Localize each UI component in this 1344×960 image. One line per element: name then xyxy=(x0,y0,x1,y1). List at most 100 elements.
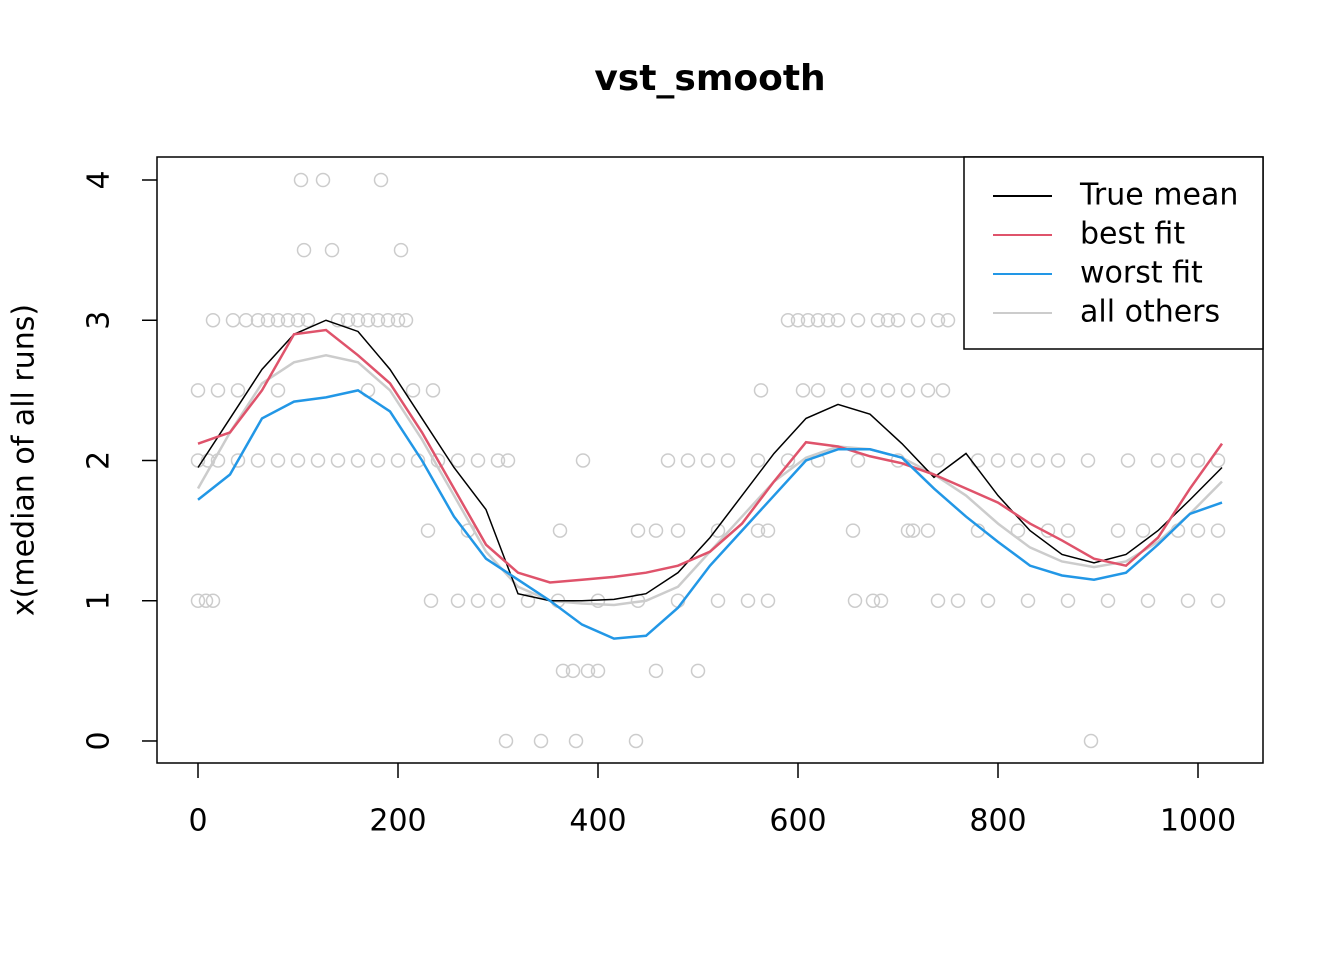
data-point xyxy=(900,523,916,538)
data-point xyxy=(360,312,376,328)
data-point xyxy=(470,453,486,468)
data-point xyxy=(370,453,386,468)
data-point xyxy=(760,593,776,608)
data-point xyxy=(648,523,664,538)
y-tick-label: 1 xyxy=(82,591,117,610)
data-point xyxy=(810,383,826,398)
data-point xyxy=(260,312,276,328)
data-point xyxy=(190,383,206,398)
data-point xyxy=(520,593,536,608)
data-point xyxy=(270,453,286,468)
legend-label: all others xyxy=(1080,295,1220,330)
data-point xyxy=(330,453,346,468)
legend-label: worst fit xyxy=(1080,256,1203,291)
data-point xyxy=(1170,453,1186,468)
data-point xyxy=(1210,523,1226,538)
data-point xyxy=(575,453,591,468)
data-point xyxy=(850,453,866,468)
data-point xyxy=(390,312,406,328)
data-point xyxy=(830,312,846,328)
series-line xyxy=(197,389,1223,640)
data-point xyxy=(930,312,946,328)
data-point xyxy=(425,383,441,398)
x-tick-label: 800 xyxy=(969,804,1026,839)
data-point xyxy=(230,453,246,468)
data-point xyxy=(490,453,506,468)
data-point xyxy=(373,172,389,188)
data-point xyxy=(370,312,386,328)
x-tick-label: 1000 xyxy=(1160,804,1236,839)
chart-title: vst_smooth xyxy=(594,58,825,99)
data-point xyxy=(350,453,366,468)
data-point xyxy=(568,733,584,749)
data-point xyxy=(450,593,466,608)
y-tick-label: 4 xyxy=(82,170,117,189)
x-tick-label: 200 xyxy=(369,804,426,839)
series-line xyxy=(197,319,1223,602)
y-axis-label: x(median of all runs) xyxy=(7,304,42,616)
data-point xyxy=(552,523,568,538)
data-point xyxy=(500,453,516,468)
data-point xyxy=(1100,593,1116,608)
data-point xyxy=(720,453,736,468)
data-point xyxy=(310,453,326,468)
data-point xyxy=(565,663,581,679)
data-point xyxy=(350,312,366,328)
data-point xyxy=(820,312,836,328)
data-point xyxy=(660,453,676,468)
legend-box xyxy=(963,156,1264,350)
data-point xyxy=(1050,453,1066,468)
x-tick-label: 0 xyxy=(188,804,207,839)
data-point xyxy=(860,383,876,398)
data-point xyxy=(780,453,796,468)
data-point xyxy=(1120,453,1136,468)
legend-label: True mean xyxy=(1079,178,1238,213)
data-point xyxy=(423,593,439,608)
data-point xyxy=(700,453,716,468)
data-point xyxy=(330,312,346,328)
data-point xyxy=(990,453,1006,468)
data-point xyxy=(1080,453,1096,468)
data-point xyxy=(340,312,356,328)
data-point xyxy=(380,312,396,328)
data-point xyxy=(296,242,312,258)
data-point xyxy=(930,593,946,608)
data-point xyxy=(1190,453,1206,468)
data-point xyxy=(293,172,309,188)
data-point xyxy=(870,312,886,328)
data-point xyxy=(865,593,881,608)
data-point xyxy=(970,453,986,468)
data-point xyxy=(890,312,906,328)
data-point xyxy=(270,312,286,328)
data-point xyxy=(533,733,549,749)
data-point xyxy=(905,523,921,538)
data-point xyxy=(900,383,916,398)
data-point xyxy=(690,663,706,679)
data-point xyxy=(300,312,316,328)
data-point xyxy=(753,383,769,398)
data-point xyxy=(450,453,466,468)
data-point xyxy=(390,453,406,468)
data-point xyxy=(270,383,286,398)
data-point xyxy=(315,172,331,188)
data-point xyxy=(1190,523,1206,538)
data-point xyxy=(795,383,811,398)
data-point xyxy=(590,663,606,679)
data-point xyxy=(555,663,571,679)
data-point xyxy=(648,663,664,679)
data-point xyxy=(950,593,966,608)
data-point xyxy=(935,383,951,398)
x-tick-label: 400 xyxy=(569,804,626,839)
data-point xyxy=(1110,523,1126,538)
data-point xyxy=(1083,733,1099,749)
data-point xyxy=(790,312,806,328)
data-point xyxy=(1060,593,1076,608)
data-point xyxy=(880,383,896,398)
data-point xyxy=(1060,523,1076,538)
data-point xyxy=(405,383,421,398)
data-point xyxy=(880,312,896,328)
data-point xyxy=(190,593,206,608)
data-point xyxy=(1020,593,1036,608)
data-point xyxy=(850,312,866,328)
